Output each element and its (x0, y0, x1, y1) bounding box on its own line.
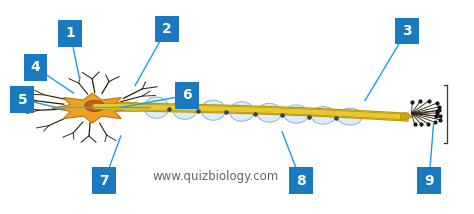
Polygon shape (52, 93, 133, 123)
Text: www.quizbiology.com: www.quizbiology.com (153, 170, 279, 183)
Text: 5: 5 (18, 92, 27, 107)
Text: 1: 1 (65, 26, 75, 40)
Ellipse shape (144, 97, 169, 118)
FancyBboxPatch shape (58, 20, 82, 47)
FancyBboxPatch shape (395, 18, 419, 45)
Ellipse shape (201, 100, 226, 120)
FancyBboxPatch shape (10, 86, 34, 113)
Ellipse shape (85, 100, 105, 111)
Text: 7: 7 (100, 174, 109, 188)
Text: 4: 4 (31, 60, 40, 74)
FancyBboxPatch shape (155, 16, 179, 42)
Polygon shape (401, 112, 412, 120)
Text: 8: 8 (296, 174, 306, 188)
Ellipse shape (173, 98, 197, 119)
FancyBboxPatch shape (175, 82, 199, 109)
Text: 6: 6 (182, 88, 192, 102)
Ellipse shape (311, 107, 336, 124)
FancyBboxPatch shape (24, 54, 47, 81)
Text: 2: 2 (162, 22, 172, 36)
Ellipse shape (284, 105, 309, 123)
FancyBboxPatch shape (417, 167, 441, 194)
Ellipse shape (257, 103, 282, 122)
Text: 3: 3 (402, 24, 411, 38)
FancyBboxPatch shape (289, 167, 313, 194)
FancyBboxPatch shape (92, 167, 116, 194)
Ellipse shape (337, 108, 362, 125)
Ellipse shape (229, 102, 254, 121)
Text: 9: 9 (424, 174, 434, 188)
